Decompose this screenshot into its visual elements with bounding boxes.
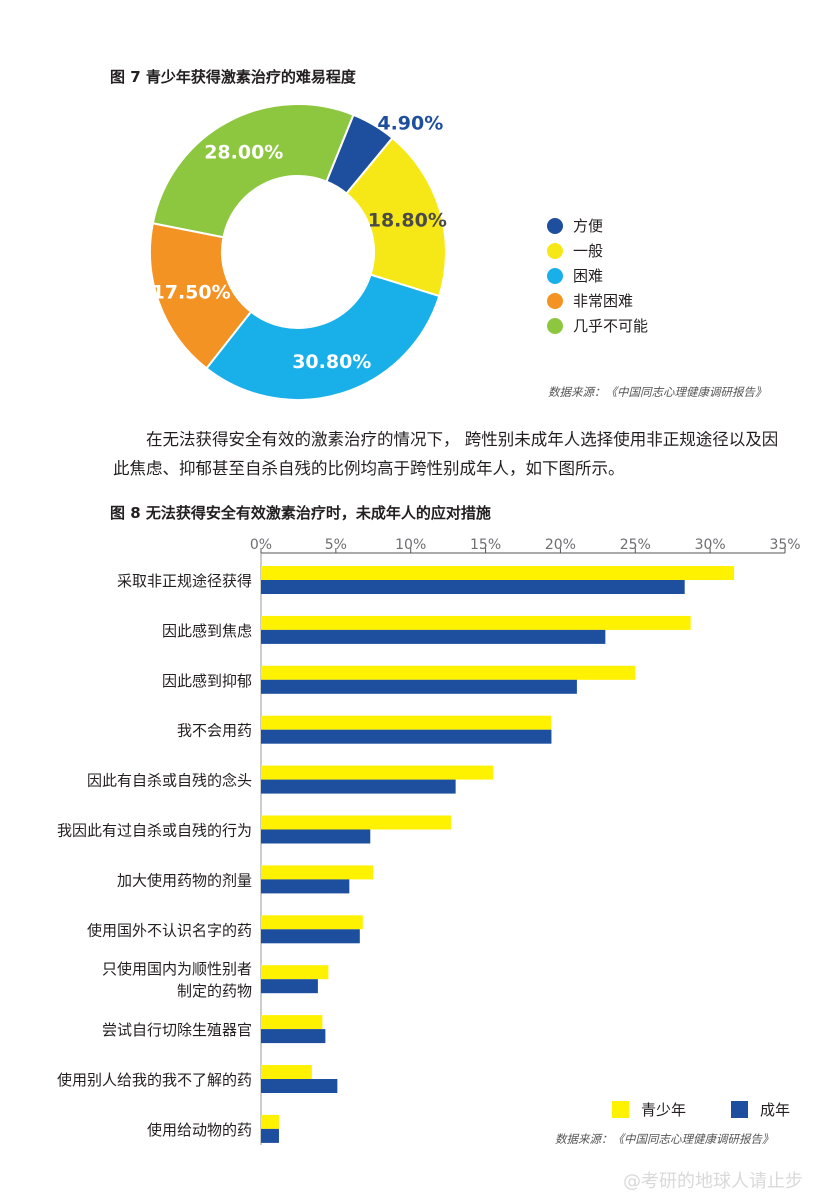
x-tick-label: 15% bbox=[470, 537, 501, 553]
legend-youth-swatch bbox=[612, 1101, 629, 1118]
x-tick-label: 25% bbox=[620, 537, 651, 553]
fig7-source: 数据来源：《中国同志心理健康调研报告》 bbox=[548, 385, 767, 399]
bar-adult bbox=[261, 829, 371, 844]
legend-item: 几乎不可能 bbox=[547, 313, 648, 338]
legend-item: 非常困难 bbox=[547, 288, 648, 313]
fig8-source: 数据来源：《中国同志心理健康调研报告》 bbox=[555, 1132, 774, 1146]
legend-dot bbox=[547, 242, 563, 259]
x-tick-label: 10% bbox=[395, 537, 426, 553]
category-label: 使用别人给我的我不了解的药 bbox=[57, 1071, 252, 1089]
bar-youth bbox=[261, 865, 374, 880]
legend-adult: 成年 bbox=[731, 1099, 790, 1120]
donut-slice bbox=[205, 273, 441, 401]
category-label: 因此有自杀或自残的念头 bbox=[87, 772, 252, 790]
donut-data-label: 18.80% bbox=[368, 210, 447, 232]
category-label: 使用国外不认识名字的药 bbox=[87, 921, 252, 939]
bar-youth bbox=[261, 1015, 323, 1030]
category-label: 因此感到抑郁 bbox=[162, 672, 252, 690]
x-tick-label: 5% bbox=[325, 537, 347, 553]
bar-youth bbox=[261, 566, 735, 580]
fig8-title: 图 8 无法获得安全有效激素治疗时，未成年人的应对措施 bbox=[110, 504, 491, 522]
category-label: 制定的药物 bbox=[177, 982, 252, 1000]
bar-youth bbox=[261, 1114, 279, 1129]
legend-dot bbox=[547, 292, 563, 309]
bar-adult bbox=[261, 779, 456, 794]
bar-youth bbox=[261, 665, 636, 680]
legend-dot bbox=[547, 267, 563, 284]
fig7-legend: 方便一般困难非常困难几乎不可能 bbox=[547, 213, 648, 338]
bar-youth bbox=[261, 715, 552, 730]
category-label: 我不会用药 bbox=[177, 722, 252, 740]
donut-chart: 4.90% 18.80% 30.80% 17.50% 28.00% bbox=[149, 103, 447, 401]
bar-adult bbox=[261, 1128, 279, 1143]
donut-data-label: 30.80% bbox=[292, 351, 371, 373]
legend-dot bbox=[547, 217, 563, 234]
legend-item: 困难 bbox=[547, 263, 648, 288]
bar-adult bbox=[261, 679, 577, 694]
legend-label: 非常困难 bbox=[573, 292, 634, 310]
legend-label: 困难 bbox=[573, 267, 604, 285]
x-tick-label: 0% bbox=[250, 537, 272, 553]
bar-youth bbox=[261, 815, 452, 830]
bar-adult bbox=[261, 1029, 326, 1044]
bar-youth bbox=[261, 765, 494, 780]
bar-adult bbox=[261, 580, 685, 594]
bar-youth bbox=[261, 915, 363, 930]
bar-adult bbox=[261, 729, 552, 744]
category-label: 因此感到焦虑 bbox=[162, 622, 252, 640]
category-label: 我因此有过自杀或自残的行为 bbox=[57, 822, 252, 840]
legend-dot bbox=[547, 317, 563, 334]
bar-adult bbox=[261, 979, 318, 994]
x-tick-label: 30% bbox=[695, 537, 726, 553]
legend-adult-swatch bbox=[731, 1101, 748, 1118]
donut-data-label: 28.00% bbox=[204, 142, 283, 164]
x-tick-label: 20% bbox=[545, 537, 576, 553]
donut-slice bbox=[345, 136, 447, 298]
legend-label: 几乎不可能 bbox=[573, 317, 649, 335]
x-tick-label: 35% bbox=[769, 537, 800, 553]
body-paragraph: 在无法获得安全有效的激素治疗的情况下， 跨性别未成年人选择使用非正规途径以及因此… bbox=[113, 430, 779, 478]
fig7-title: 图 7 青少年获得激素治疗的难易程度 bbox=[110, 68, 356, 86]
category-label: 使用给动物的药 bbox=[147, 1121, 252, 1139]
bar-adult bbox=[261, 929, 360, 944]
legend-youth-label: 青少年 bbox=[641, 1101, 687, 1119]
bar-adult bbox=[261, 629, 606, 644]
donut-slice bbox=[149, 222, 253, 370]
category-label: 尝试自行切除生殖器官 bbox=[102, 1021, 252, 1039]
category-label: 加大使用药物的剂量 bbox=[117, 871, 252, 889]
bar-youth bbox=[261, 965, 329, 980]
legend-label: 方便 bbox=[573, 217, 604, 235]
bar-adult bbox=[261, 879, 350, 894]
legend-item: 一般 bbox=[547, 238, 648, 263]
legend-label: 一般 bbox=[573, 242, 604, 260]
category-label: 采取非正规途径获得 bbox=[117, 572, 252, 590]
watermark: @考研的地球人请止步 bbox=[623, 1171, 803, 1192]
legend-youth: 青少年 bbox=[612, 1099, 686, 1120]
legend-item: 方便 bbox=[547, 213, 648, 238]
bar-youth bbox=[261, 615, 691, 630]
donut-data-label: 4.90% bbox=[377, 112, 443, 134]
donut-data-label: 17.50% bbox=[152, 282, 231, 304]
legend-adult-label: 成年 bbox=[760, 1101, 791, 1119]
donut-slice bbox=[151, 103, 355, 239]
bar-youth bbox=[261, 1065, 312, 1079]
bar-adult bbox=[261, 1079, 338, 1093]
category-label: 只使用国内为顺性别者 bbox=[102, 960, 252, 978]
